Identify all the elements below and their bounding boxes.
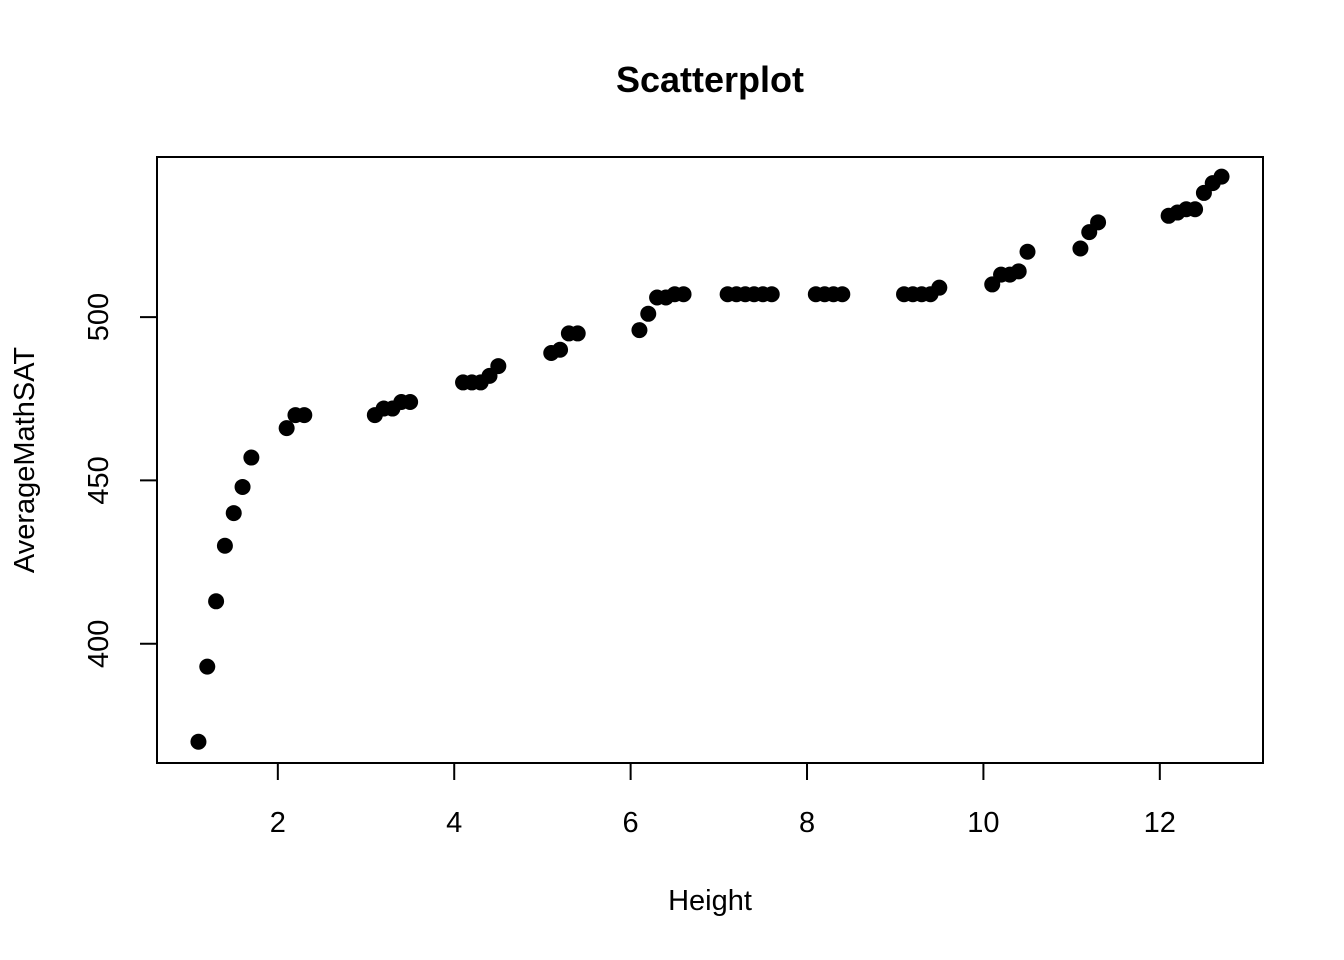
data-point bbox=[675, 286, 692, 303]
data-point bbox=[296, 407, 313, 424]
data-point bbox=[190, 733, 207, 750]
data-point bbox=[1090, 214, 1107, 231]
x-tick-label: 4 bbox=[446, 807, 462, 839]
x-tick-label: 6 bbox=[623, 807, 639, 839]
data-point bbox=[834, 286, 851, 303]
data-point bbox=[640, 305, 657, 322]
x-axis-label: Height bbox=[668, 885, 752, 917]
chart-title: Scatterplot bbox=[616, 59, 804, 100]
x-tick-label: 12 bbox=[1144, 807, 1176, 839]
x-tick-label: 8 bbox=[799, 807, 815, 839]
plot-frame bbox=[156, 156, 1264, 764]
data-point bbox=[216, 537, 233, 554]
x-tick-label: 10 bbox=[967, 807, 999, 839]
data-point bbox=[931, 279, 948, 296]
data-point bbox=[243, 449, 260, 466]
y-axis-label: AverageMathSAT bbox=[9, 347, 41, 573]
y-tick-label: 450 bbox=[83, 456, 115, 504]
y-tick-label: 400 bbox=[83, 620, 115, 668]
data-point bbox=[225, 505, 242, 522]
data-point bbox=[552, 341, 569, 358]
x-tick-label: 2 bbox=[270, 807, 286, 839]
data-point bbox=[278, 420, 295, 437]
data-point bbox=[234, 478, 251, 495]
data-point bbox=[763, 286, 780, 303]
data-point bbox=[1019, 243, 1036, 260]
data-point bbox=[199, 658, 216, 675]
data-point bbox=[402, 394, 419, 411]
data-points bbox=[190, 168, 1230, 750]
data-point bbox=[1213, 168, 1230, 185]
data-point bbox=[569, 325, 586, 342]
data-point bbox=[1010, 263, 1027, 280]
data-point bbox=[208, 593, 225, 610]
data-point bbox=[1187, 201, 1204, 218]
data-point bbox=[1072, 240, 1089, 257]
data-point bbox=[490, 358, 507, 375]
data-point bbox=[631, 322, 648, 339]
y-axis: 400 450 500 bbox=[83, 293, 158, 668]
x-axis: 2 4 6 8 10 12 bbox=[270, 762, 1176, 839]
y-tick-label: 500 bbox=[83, 293, 115, 341]
